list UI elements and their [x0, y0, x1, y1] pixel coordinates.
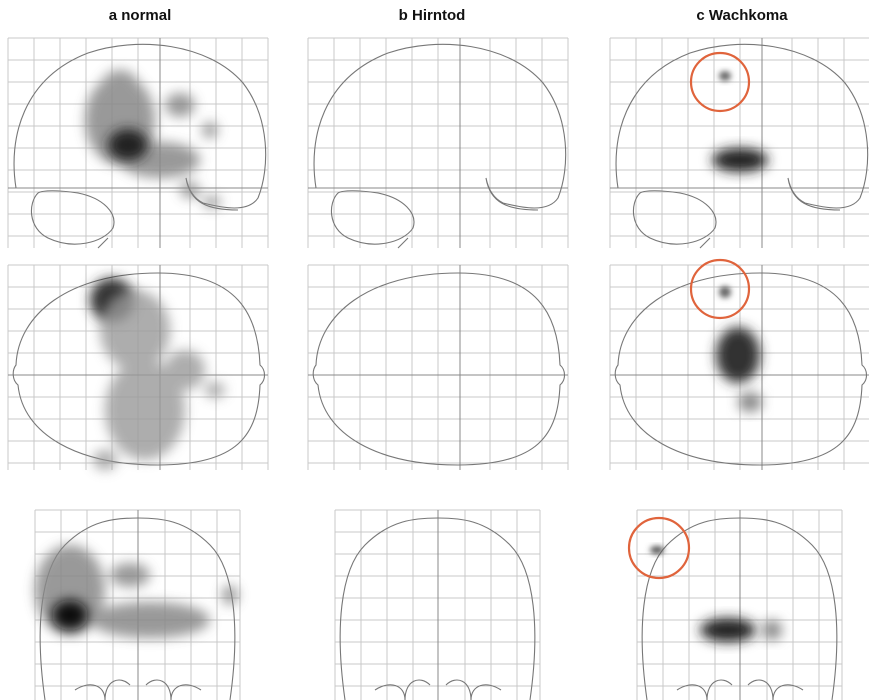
column-label: c Wachkoma: [696, 7, 788, 24]
sagittal-view: [308, 38, 568, 248]
axial-view: [308, 265, 568, 470]
page: a normal b Hirntod c Wachkoma: [0, 0, 869, 700]
activation-normal: [35, 70, 238, 638]
column-label: a normal: [109, 7, 172, 24]
column-label: b Hirntod: [399, 7, 466, 24]
coronal-view: [335, 510, 540, 700]
coronal-view: [637, 510, 842, 700]
sagittal-view: [610, 38, 869, 248]
figure: a normal b Hirntod c Wachkoma: [0, 0, 869, 700]
